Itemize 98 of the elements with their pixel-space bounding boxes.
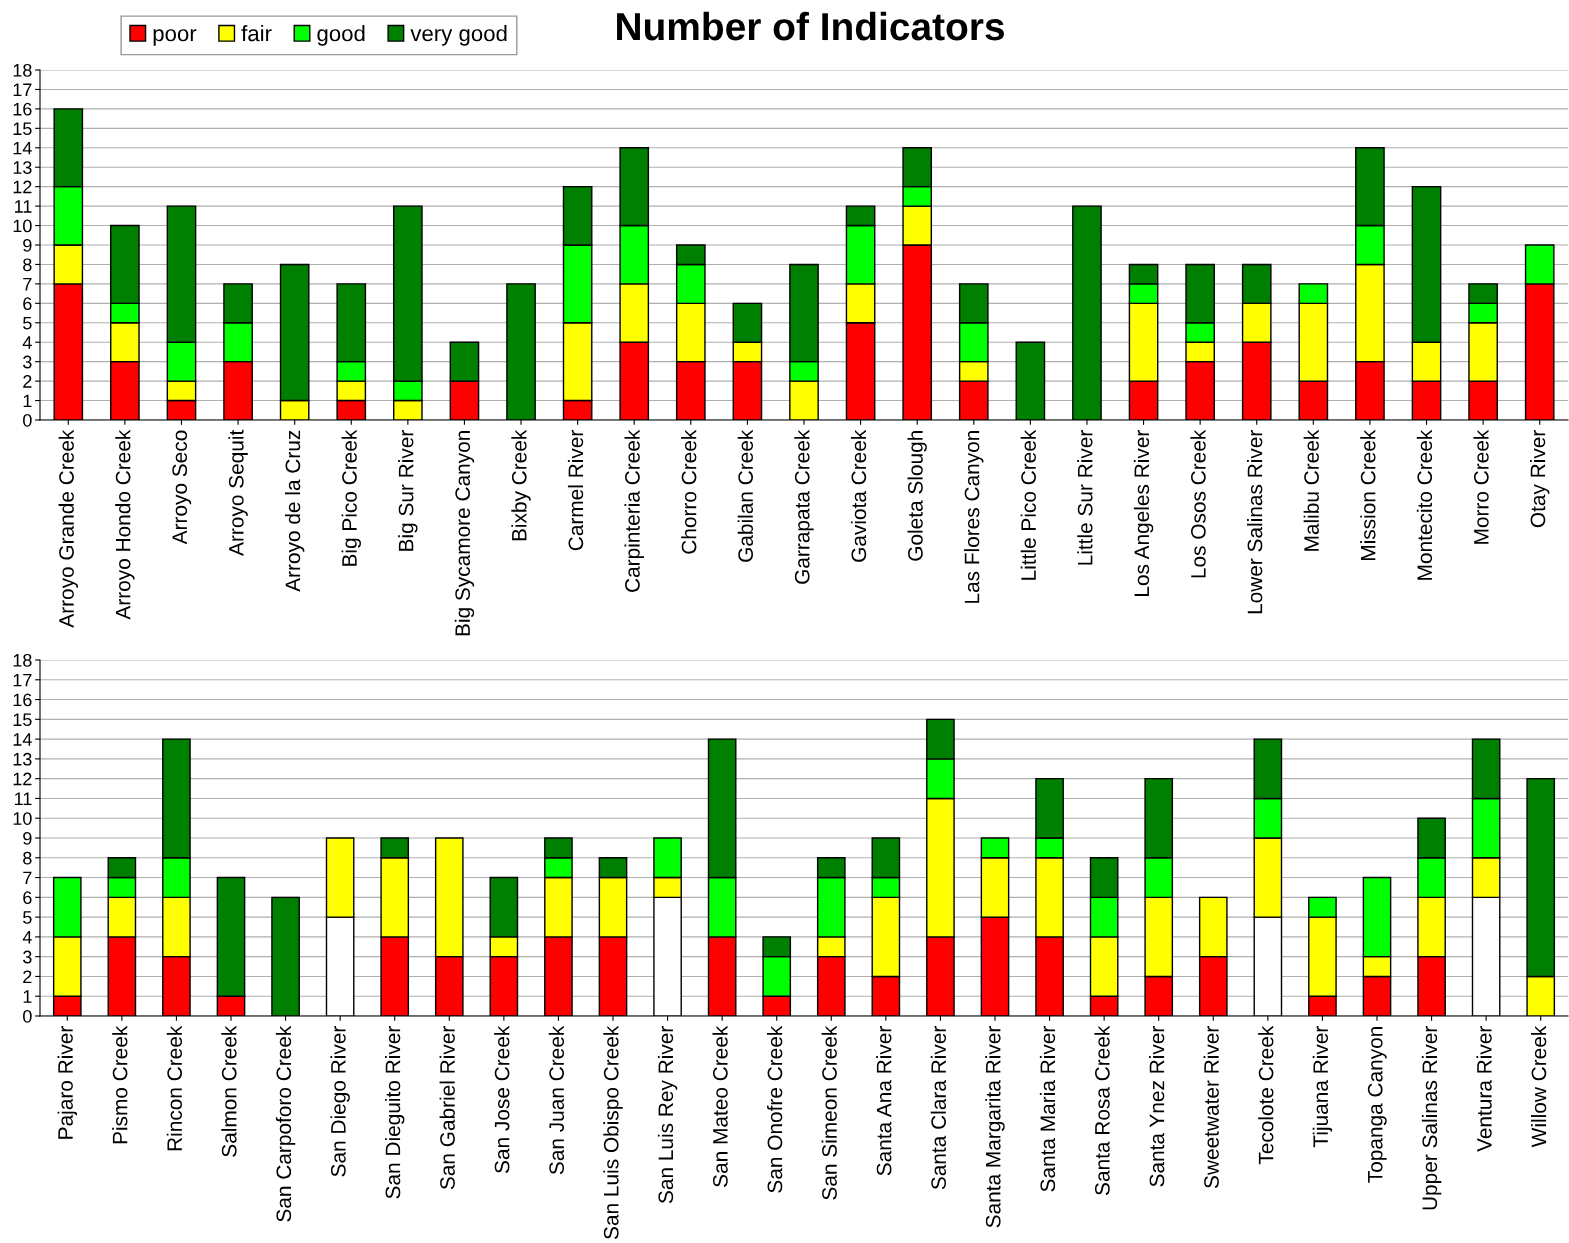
- y-tick-label: 14: [13, 733, 32, 746]
- y-tick-label: 1: [23, 990, 32, 1003]
- y-tick-label: 13: [13, 752, 32, 766]
- y-tick-label: 11: [14, 792, 32, 805]
- y-tick-label: 3: [23, 950, 32, 964]
- x-tick-label: Bixby Creek: [511, 429, 531, 541]
- x-tick-label: Big Pico Creek: [341, 429, 361, 566]
- x-tick-label: Arroyo Seco: [172, 430, 192, 545]
- x-tick-label: San Carpoforo Creek: [275, 1025, 296, 1222]
- legend-label: very good: [410, 25, 507, 46]
- x-tick-label: San Simeon Creek: [821, 1025, 837, 1200]
- x-tick-label: Carpinteria Creek: [624, 429, 644, 592]
- y-tick-label: 5: [23, 911, 32, 924]
- x-tick-label: Santa Margarita River: [985, 1026, 1005, 1228]
- x-tick-label: Little Sur River: [1077, 430, 1093, 565]
- y-tick-label: 1: [23, 394, 32, 408]
- x-tick-label: Arroyo de la Cruz: [284, 430, 305, 592]
- y-tick-label: 10: [13, 219, 32, 233]
- y-tick-label: 7: [23, 278, 32, 291]
- x-tick-label: Arroyo Grande Creek: [58, 429, 79, 628]
- y-tick-label: 17: [13, 83, 32, 96]
- y-tick-label: 13: [13, 161, 32, 174]
- y-tick-label: 0: [23, 413, 32, 427]
- x-tick-label: Los Angeles River: [1133, 430, 1154, 596]
- x-tick-label: Lower Salinas River: [1247, 430, 1263, 614]
- x-tick-label: Gabilan Creek: [737, 429, 753, 562]
- y-tick-label: 2: [23, 970, 32, 983]
- y-tick-label: 4: [22, 336, 32, 349]
- legend-label: fair: [241, 25, 272, 42]
- x-tick-label: San Mateo Creek: [712, 1025, 728, 1187]
- x-tick-label: Upper Salinas River: [1421, 1026, 1442, 1210]
- y-tick-label: 11: [14, 200, 32, 213]
- x-tick-label: Ventura River: [1476, 1026, 1492, 1152]
- x-tick-label: Mission Creek: [1360, 429, 1376, 560]
- y-tick-label: 7: [23, 871, 32, 885]
- x-tick-label: Tijuana River: [1312, 1026, 1333, 1148]
- x-tick-label: Los Osos Creek: [1190, 429, 1206, 578]
- x-tick-label: Big Sycamore Canyon: [454, 431, 475, 636]
- y-tick-label: 8: [23, 851, 32, 865]
- y-tick-label: 10: [13, 812, 32, 825]
- legend-label: good: [317, 25, 365, 46]
- y-tick-label: 4: [22, 931, 32, 944]
- legend-label: poor: [153, 29, 197, 46]
- x-tick-label: Sweetwater River: [1203, 1026, 1219, 1189]
- x-tick-label: San Gabriel River: [439, 1026, 455, 1190]
- x-tick-label: Santa Rosa Creek: [1094, 1025, 1110, 1195]
- x-tick-label: Santa Clara River: [930, 1026, 947, 1190]
- x-tick-label: Rincon Creek: [166, 1025, 183, 1151]
- x-tick-label: San Dieguito River: [385, 1026, 405, 1199]
- y-tick-label: 6: [23, 297, 32, 311]
- x-tick-label: Chorro Creek: [681, 429, 697, 554]
- x-tick-label: Topanga Canyon: [1367, 1027, 1387, 1183]
- y-tick-label: 14: [13, 141, 32, 155]
- x-tick-label: Pismo Creek: [112, 1025, 128, 1144]
- x-tick-label: Big Sur River: [398, 430, 418, 551]
- x-tick-label: Malibu Creek: [1303, 429, 1319, 551]
- x-tick-label: Arroyo Sequit: [228, 429, 248, 556]
- x-tick-label: San Diego River: [330, 1026, 350, 1177]
- y-tick-label: 18: [13, 653, 32, 667]
- x-tick-label: Willow Creek: [1531, 1025, 1547, 1148]
- y-tick-label: 12: [13, 772, 32, 786]
- chart-title: Number of Indicators: [617, 11, 1004, 41]
- y-tick-label: 16: [13, 102, 32, 116]
- x-tick-label: San Luis Rey River: [657, 1026, 678, 1204]
- x-tick-label: Tecolote Creek: [1258, 1025, 1274, 1165]
- x-tick-label: Goleta Slough: [907, 431, 927, 561]
- y-tick-label: 8: [23, 258, 32, 272]
- x-tick-label: Morro Creek: [1473, 429, 1489, 544]
- x-tick-label: Garrapata Creek: [794, 429, 814, 584]
- y-tick-label: 6: [23, 891, 32, 905]
- x-tick-label: Little Pico Creek: [1020, 429, 1036, 580]
- x-tick-label: Otay River: [1529, 430, 1550, 528]
- x-tick-label: Pajaro River: [57, 1026, 77, 1139]
- x-tick-label: Santa Ana River: [876, 1026, 892, 1176]
- y-tick-label: 18: [13, 63, 32, 77]
- x-tick-label: Santa Maria River: [1039, 1026, 1056, 1192]
- x-tick-label: Carmel River: [567, 430, 584, 551]
- x-tick-label: Santa Ynez River: [1149, 1026, 1165, 1187]
- y-tick-label: 2: [23, 375, 32, 388]
- x-tick-label: Las Flores Canyon: [964, 431, 984, 603]
- y-tick-label: 15: [13, 713, 32, 727]
- x-tick-label: San Luis Obispo Creek: [603, 1025, 623, 1239]
- x-tick-label: Gaviota Creek: [850, 429, 867, 562]
- y-tick-label: 15: [13, 122, 32, 136]
- x-tick-label: San Onofre Creek: [767, 1025, 783, 1193]
- y-tick-label: 16: [13, 693, 32, 707]
- x-tick-label: Montecito Creek: [1416, 429, 1433, 580]
- y-tick-label: 9: [23, 238, 32, 252]
- y-tick-label: 5: [23, 316, 32, 330]
- y-tick-label: 17: [13, 673, 32, 687]
- y-tick-label: 0: [23, 1009, 32, 1023]
- x-tick-label: San Jose Creek: [494, 1025, 510, 1173]
- x-tick-label: Salmon Creek: [221, 1025, 237, 1157]
- y-tick-label: 12: [13, 180, 32, 194]
- y-tick-label: 9: [23, 831, 32, 845]
- x-tick-label: San Juan Creek: [548, 1025, 565, 1175]
- y-tick-label: 3: [23, 355, 32, 369]
- x-tick-label: Arroyo Hondo Creek: [115, 429, 135, 620]
